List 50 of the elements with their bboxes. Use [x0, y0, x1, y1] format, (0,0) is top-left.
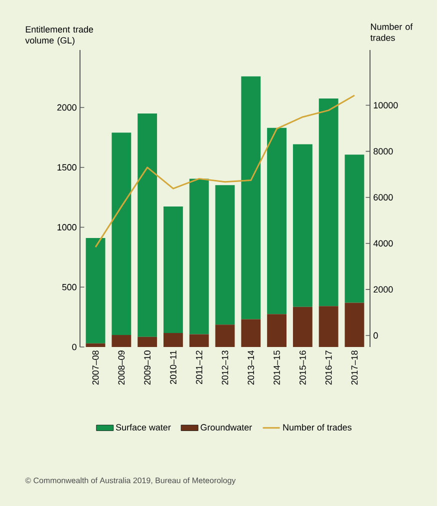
legend-label: Surface water — [116, 424, 171, 431]
bar — [215, 324, 235, 347]
y-tick-label: 2000 — [57, 104, 76, 111]
bar — [318, 98, 338, 306]
y2-tick-label: 6000 — [374, 194, 393, 201]
y-tick-label: 0 — [72, 344, 76, 350]
x-tick-label: 2012–13 — [222, 350, 228, 385]
y-tick-label: 1500 — [57, 164, 76, 171]
bar — [241, 76, 260, 320]
bar — [292, 306, 312, 347]
y-tick-label: 500 — [62, 284, 76, 290]
legend-label: Groundwater — [200, 424, 252, 431]
x-tick-label: 2016–17 — [325, 350, 332, 385]
bar — [163, 332, 183, 347]
x-tick-label: 2017–18 — [351, 350, 358, 385]
y2-tick-label: 10000 — [374, 102, 398, 108]
x-tick-label: 2014–15 — [273, 350, 280, 385]
y2-tick-label: 8000 — [373, 148, 393, 154]
x-tick-label: 2013–14 — [248, 350, 254, 385]
bar — [292, 144, 312, 307]
y-axis-title: Entitlement trade volume (GL) — [25, 26, 93, 46]
bar — [266, 314, 286, 347]
bar — [86, 343, 106, 347]
bar — [215, 185, 235, 325]
y2-tick-label: 4000 — [373, 240, 393, 247]
x-tick-label: 2010–11 — [170, 350, 176, 384]
bar — [189, 334, 209, 347]
bar — [241, 319, 260, 347]
y-tick-label: 1000 — [57, 224, 76, 230]
y2-tick-label: 0 — [373, 332, 378, 339]
y2-axis-title: Number of trades — [370, 23, 413, 41]
bar — [266, 128, 286, 314]
bar — [189, 178, 209, 334]
bar — [344, 302, 364, 347]
bar — [344, 154, 364, 303]
bar — [112, 132, 131, 336]
bar — [86, 238, 106, 344]
line-series — [94, 94, 356, 248]
bar — [137, 336, 157, 347]
bar — [112, 335, 131, 347]
x-tick-label: 2015–16 — [299, 350, 306, 385]
legend-label: Number of trades — [283, 424, 352, 431]
x-tick-label: 2008–09 — [118, 350, 124, 385]
x-tick-label: 2009–10 — [144, 350, 150, 385]
bar — [318, 306, 338, 347]
bar — [137, 113, 157, 337]
x-tick-label: 2007–08 — [92, 350, 99, 385]
bar — [163, 206, 183, 333]
x-tick-label: 2011–12 — [196, 350, 202, 384]
y2-tick-label: 2000 — [374, 286, 393, 293]
